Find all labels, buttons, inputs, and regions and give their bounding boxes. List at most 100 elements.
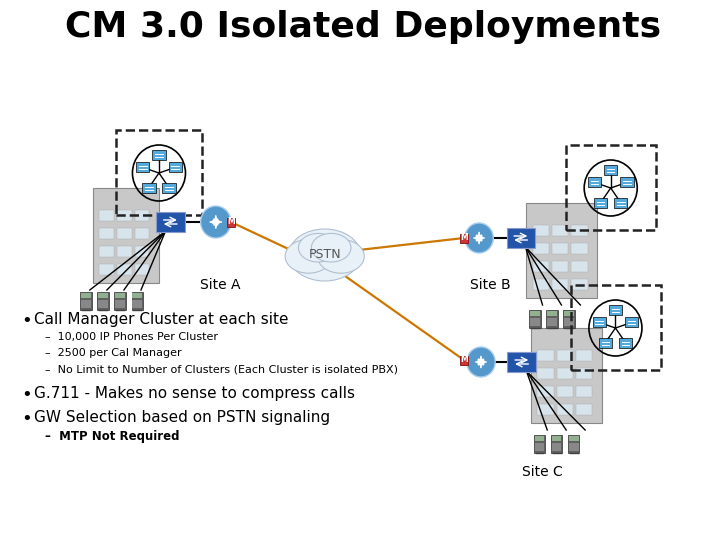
Bar [552, 225, 568, 235]
Circle shape [201, 206, 231, 238]
Bar [93, 187, 159, 282]
Text: Site C: Site C [522, 465, 563, 479]
Bar [552, 443, 562, 451]
Bar [576, 403, 593, 415]
Bar [117, 227, 132, 239]
Bar [594, 198, 607, 207]
Bar [618, 338, 632, 348]
Bar [564, 318, 574, 326]
Bar [132, 292, 143, 310]
Bar [569, 436, 578, 441]
Bar [551, 435, 562, 453]
Bar [117, 210, 132, 220]
Bar [533, 279, 549, 289]
Bar [537, 349, 554, 361]
Bar [535, 436, 544, 441]
Bar [99, 246, 114, 256]
Bar [537, 368, 554, 379]
Ellipse shape [298, 233, 338, 262]
Bar [546, 310, 558, 328]
Bar [81, 300, 91, 308]
Text: •: • [22, 312, 32, 330]
Bar [459, 355, 468, 364]
Bar [132, 300, 142, 308]
Bar [81, 293, 91, 298]
Circle shape [467, 347, 495, 377]
Bar [153, 150, 166, 160]
Ellipse shape [285, 239, 332, 273]
Ellipse shape [318, 239, 364, 273]
Bar [571, 225, 588, 235]
Bar [99, 210, 114, 220]
Bar [552, 242, 568, 253]
Bar [576, 349, 593, 361]
Bar [593, 318, 606, 327]
Bar [97, 292, 109, 310]
Bar [115, 293, 125, 298]
Bar [557, 403, 573, 415]
Text: PSTN: PSTN [308, 248, 341, 261]
Bar [537, 403, 554, 415]
Bar [529, 310, 541, 328]
Bar [547, 311, 557, 316]
Bar [459, 233, 468, 242]
Bar [614, 198, 627, 207]
Bar [135, 227, 150, 239]
Text: Site A: Site A [200, 278, 240, 292]
Bar [576, 386, 593, 396]
Text: M: M [460, 233, 468, 242]
Bar [625, 318, 639, 327]
Text: GW Selection based on PSTN signaling: GW Selection based on PSTN signaling [34, 410, 330, 425]
Bar [537, 386, 554, 396]
Bar [552, 436, 562, 441]
Text: –  MTP Not Required: – MTP Not Required [45, 430, 180, 443]
Bar [563, 310, 575, 328]
Bar [564, 311, 574, 316]
Ellipse shape [311, 233, 351, 262]
Bar [117, 246, 132, 256]
Bar [132, 293, 142, 298]
Bar [227, 218, 235, 226]
Bar [552, 260, 568, 272]
Text: •: • [22, 386, 32, 404]
Bar [99, 300, 108, 308]
FancyBboxPatch shape [156, 212, 184, 232]
Bar [533, 225, 549, 235]
Bar [531, 327, 602, 422]
Bar [621, 178, 634, 187]
FancyBboxPatch shape [508, 352, 536, 372]
Text: M: M [227, 218, 235, 226]
Bar [557, 349, 573, 361]
Bar [571, 279, 588, 289]
Bar [557, 368, 573, 379]
Bar [609, 305, 622, 315]
Bar [135, 264, 150, 274]
Bar [168, 163, 182, 172]
Bar [533, 242, 549, 253]
Bar [588, 178, 601, 187]
Bar [136, 163, 149, 172]
Circle shape [465, 223, 493, 253]
Bar [99, 264, 114, 274]
Bar [526, 202, 597, 298]
Bar [568, 435, 580, 453]
Bar [599, 338, 612, 348]
Ellipse shape [289, 229, 361, 281]
Bar [557, 386, 573, 396]
Bar [135, 246, 150, 256]
Bar [569, 443, 578, 451]
Bar [571, 260, 588, 272]
Bar [99, 293, 108, 298]
Bar [115, 300, 125, 308]
Bar [162, 183, 176, 193]
Bar [604, 165, 617, 175]
Bar [99, 227, 114, 239]
Bar [552, 279, 568, 289]
Text: G.711 - Makes no sense to compress calls: G.711 - Makes no sense to compress calls [34, 386, 355, 401]
Bar [530, 311, 540, 316]
Bar [576, 368, 593, 379]
Text: –  10,000 IP Phones Per Cluster: – 10,000 IP Phones Per Cluster [45, 332, 218, 342]
Bar [81, 292, 91, 310]
Text: –  2500 per Cal Manager: – 2500 per Cal Manager [45, 348, 182, 358]
Bar [547, 318, 557, 326]
